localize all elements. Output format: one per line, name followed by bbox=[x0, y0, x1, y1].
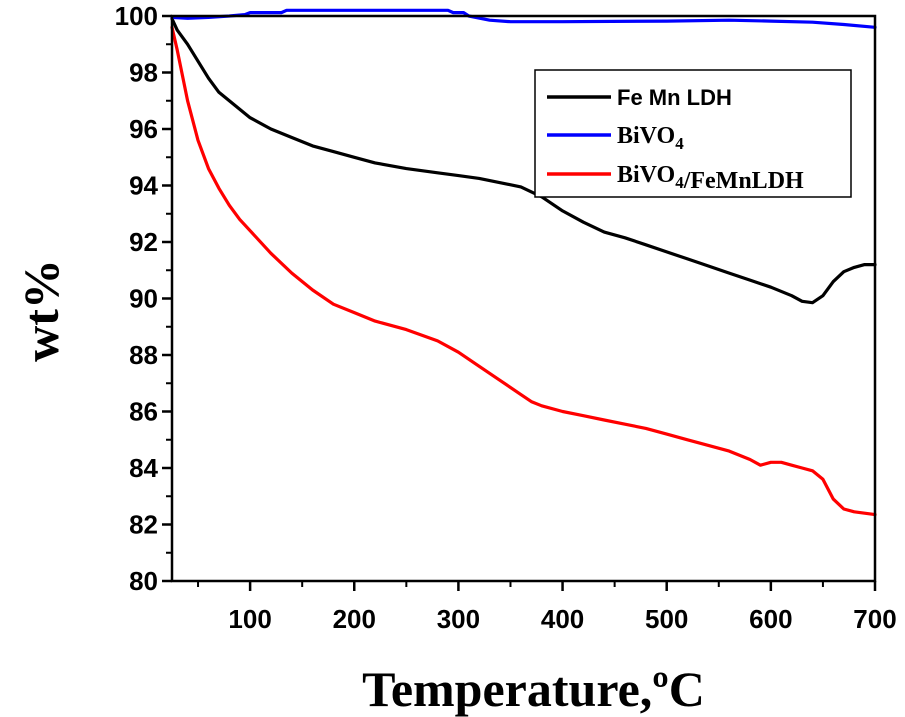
series-line-1 bbox=[170, 8, 877, 29]
x-tick-label: 200 bbox=[333, 604, 376, 634]
series-line-0 bbox=[170, 17, 877, 305]
y-tick-label: 98 bbox=[129, 58, 158, 88]
plot-frame bbox=[170, 14, 877, 583]
y-tick-label: 88 bbox=[129, 340, 158, 370]
y-tick-label: 94 bbox=[129, 171, 158, 201]
series-line-2 bbox=[170, 25, 877, 517]
y-tick-label: 92 bbox=[129, 227, 158, 257]
legend: Fe Mn LDH BiVO4 BiVO4/FeMnLDH bbox=[534, 69, 852, 198]
x-axis-title: Temperature,ºC bbox=[362, 661, 705, 717]
x-tick-label: 100 bbox=[228, 604, 271, 634]
legend-label-2: BiVO4/FeMnLDH bbox=[617, 162, 804, 194]
y-tick-label: 84 bbox=[129, 453, 158, 483]
ticks-layer: 100 200 300 400 500 600 700 80 82 84 86 88 90 92 94 96 9… bbox=[115, 1, 897, 634]
x-tick-label: 700 bbox=[853, 604, 896, 634]
legend-label-1: BiVO4 bbox=[617, 123, 684, 153]
x-tick-label: 600 bbox=[749, 604, 792, 634]
y-axis-title: wt% bbox=[13, 259, 69, 362]
x-tick-label: 500 bbox=[645, 604, 688, 634]
y-tick-label: 96 bbox=[129, 114, 158, 144]
x-tick-label: 300 bbox=[437, 604, 480, 634]
y-tick-label: 80 bbox=[129, 566, 158, 596]
x-tick-label: 400 bbox=[541, 604, 584, 634]
y-tick-label: 100 bbox=[115, 1, 158, 31]
y-tick-label: 82 bbox=[129, 510, 158, 540]
y-tick-label: 90 bbox=[129, 284, 158, 314]
y-tick-label: 86 bbox=[129, 397, 158, 427]
legend-label-0: Fe Mn LDH bbox=[617, 85, 732, 110]
